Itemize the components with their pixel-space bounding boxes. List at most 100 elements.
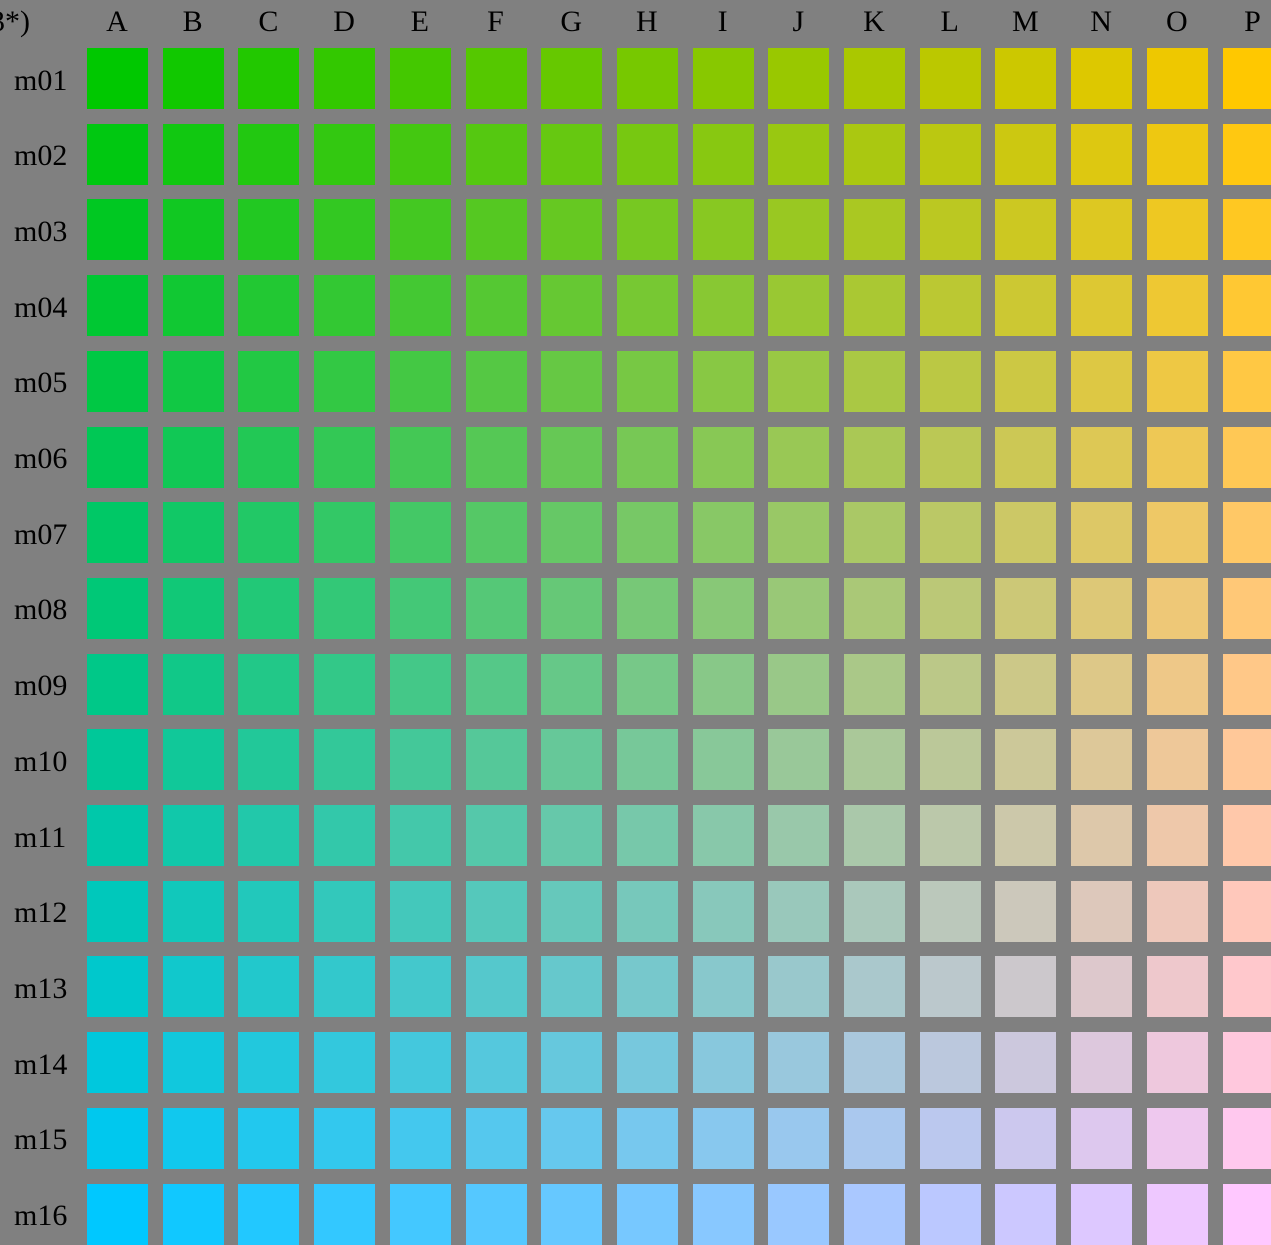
swatch-k-m12 — [844, 881, 905, 942]
swatch-k-m02 — [844, 124, 905, 185]
swatch-i-m06 — [693, 427, 754, 488]
swatch-l-m13 — [920, 956, 981, 1017]
swatch-a-m05 — [87, 351, 148, 412]
swatch-i-m07 — [693, 502, 754, 563]
swatch-b-m07 — [163, 502, 224, 563]
column-label-n: N — [1071, 2, 1131, 42]
swatch-k-m13 — [844, 956, 905, 1017]
swatch-k-m08 — [844, 578, 905, 639]
swatch-j-m14 — [768, 1032, 829, 1093]
column-label-p: P — [1223, 2, 1271, 42]
swatch-p-m02 — [1223, 124, 1271, 185]
swatch-n-m10 — [1071, 729, 1132, 790]
swatch-j-m16 — [768, 1184, 829, 1245]
swatch-m-m04 — [995, 275, 1056, 336]
swatch-e-m12 — [390, 881, 451, 942]
swatch-f-m09 — [466, 654, 527, 715]
swatch-c-m10 — [238, 729, 299, 790]
swatch-n-m08 — [1071, 578, 1132, 639]
swatch-e-m04 — [390, 275, 451, 336]
swatch-a-m01 — [87, 48, 148, 109]
swatch-c-m14 — [238, 1032, 299, 1093]
swatch-f-m13 — [466, 956, 527, 1017]
swatch-c-m08 — [238, 578, 299, 639]
swatch-c-m07 — [238, 502, 299, 563]
row-label-m06: m06 — [14, 439, 76, 479]
swatch-k-m15 — [844, 1108, 905, 1169]
swatch-a-m03 — [87, 199, 148, 260]
swatch-m-m11 — [995, 805, 1056, 866]
swatch-p-m09 — [1223, 654, 1271, 715]
swatch-j-m07 — [768, 502, 829, 563]
swatch-d-m07 — [314, 502, 375, 563]
row-label-m13: m13 — [14, 969, 76, 1009]
column-label-m: M — [995, 2, 1055, 42]
swatch-o-m08 — [1147, 578, 1208, 639]
swatch-j-m08 — [768, 578, 829, 639]
swatch-l-m08 — [920, 578, 981, 639]
swatch-e-m10 — [390, 729, 451, 790]
swatch-g-m11 — [541, 805, 602, 866]
swatch-p-m03 — [1223, 199, 1271, 260]
column-label-g: G — [541, 2, 601, 42]
row-label-m08: m08 — [14, 590, 76, 630]
swatch-d-m08 — [314, 578, 375, 639]
swatch-h-m01 — [617, 48, 678, 109]
column-label-l: L — [920, 2, 980, 42]
swatch-b-m12 — [163, 881, 224, 942]
swatch-p-m04 — [1223, 275, 1271, 336]
swatch-c-m04 — [238, 275, 299, 336]
swatch-c-m11 — [238, 805, 299, 866]
swatch-n-m15 — [1071, 1108, 1132, 1169]
row-label-m05: m05 — [14, 363, 76, 403]
swatch-l-m03 — [920, 199, 981, 260]
swatch-f-m10 — [466, 729, 527, 790]
swatch-c-m03 — [238, 199, 299, 260]
swatch-o-m01 — [1147, 48, 1208, 109]
swatch-m-m06 — [995, 427, 1056, 488]
swatch-n-m03 — [1071, 199, 1132, 260]
swatch-e-m01 — [390, 48, 451, 109]
swatch-h-m06 — [617, 427, 678, 488]
swatch-i-m12 — [693, 881, 754, 942]
swatch-j-m01 — [768, 48, 829, 109]
swatch-d-m04 — [314, 275, 375, 336]
row-label-m16: m16 — [14, 1196, 76, 1236]
swatch-m-m07 — [995, 502, 1056, 563]
swatch-k-m14 — [844, 1032, 905, 1093]
swatch-e-m14 — [390, 1032, 451, 1093]
swatch-b-m14 — [163, 1032, 224, 1093]
swatch-i-m01 — [693, 48, 754, 109]
swatch-i-m11 — [693, 805, 754, 866]
swatch-j-m15 — [768, 1108, 829, 1169]
swatch-j-m13 — [768, 956, 829, 1017]
swatch-g-m10 — [541, 729, 602, 790]
swatch-m-m15 — [995, 1108, 1056, 1169]
swatch-n-m02 — [1071, 124, 1132, 185]
swatch-k-m10 — [844, 729, 905, 790]
swatch-h-m03 — [617, 199, 678, 260]
swatch-p-m11 — [1223, 805, 1271, 866]
swatch-n-m06 — [1071, 427, 1132, 488]
swatch-p-m07 — [1223, 502, 1271, 563]
swatch-o-m07 — [1147, 502, 1208, 563]
swatch-n-m14 — [1071, 1032, 1132, 1093]
row-label-m04: m04 — [14, 288, 76, 328]
column-label-f: F — [466, 2, 526, 42]
swatch-b-m09 — [163, 654, 224, 715]
swatch-f-m11 — [466, 805, 527, 866]
swatch-a-m04 — [87, 275, 148, 336]
swatch-g-m01 — [541, 48, 602, 109]
swatch-k-m05 — [844, 351, 905, 412]
swatch-k-m03 — [844, 199, 905, 260]
swatch-h-m07 — [617, 502, 678, 563]
swatch-k-m07 — [844, 502, 905, 563]
swatch-a-m16 — [87, 1184, 148, 1245]
swatch-h-m04 — [617, 275, 678, 336]
row-label-m07: m07 — [14, 515, 76, 555]
swatch-c-m15 — [238, 1108, 299, 1169]
column-label-a: A — [87, 2, 147, 42]
swatch-o-m13 — [1147, 956, 1208, 1017]
column-label-c: C — [238, 2, 298, 42]
swatch-c-m01 — [238, 48, 299, 109]
